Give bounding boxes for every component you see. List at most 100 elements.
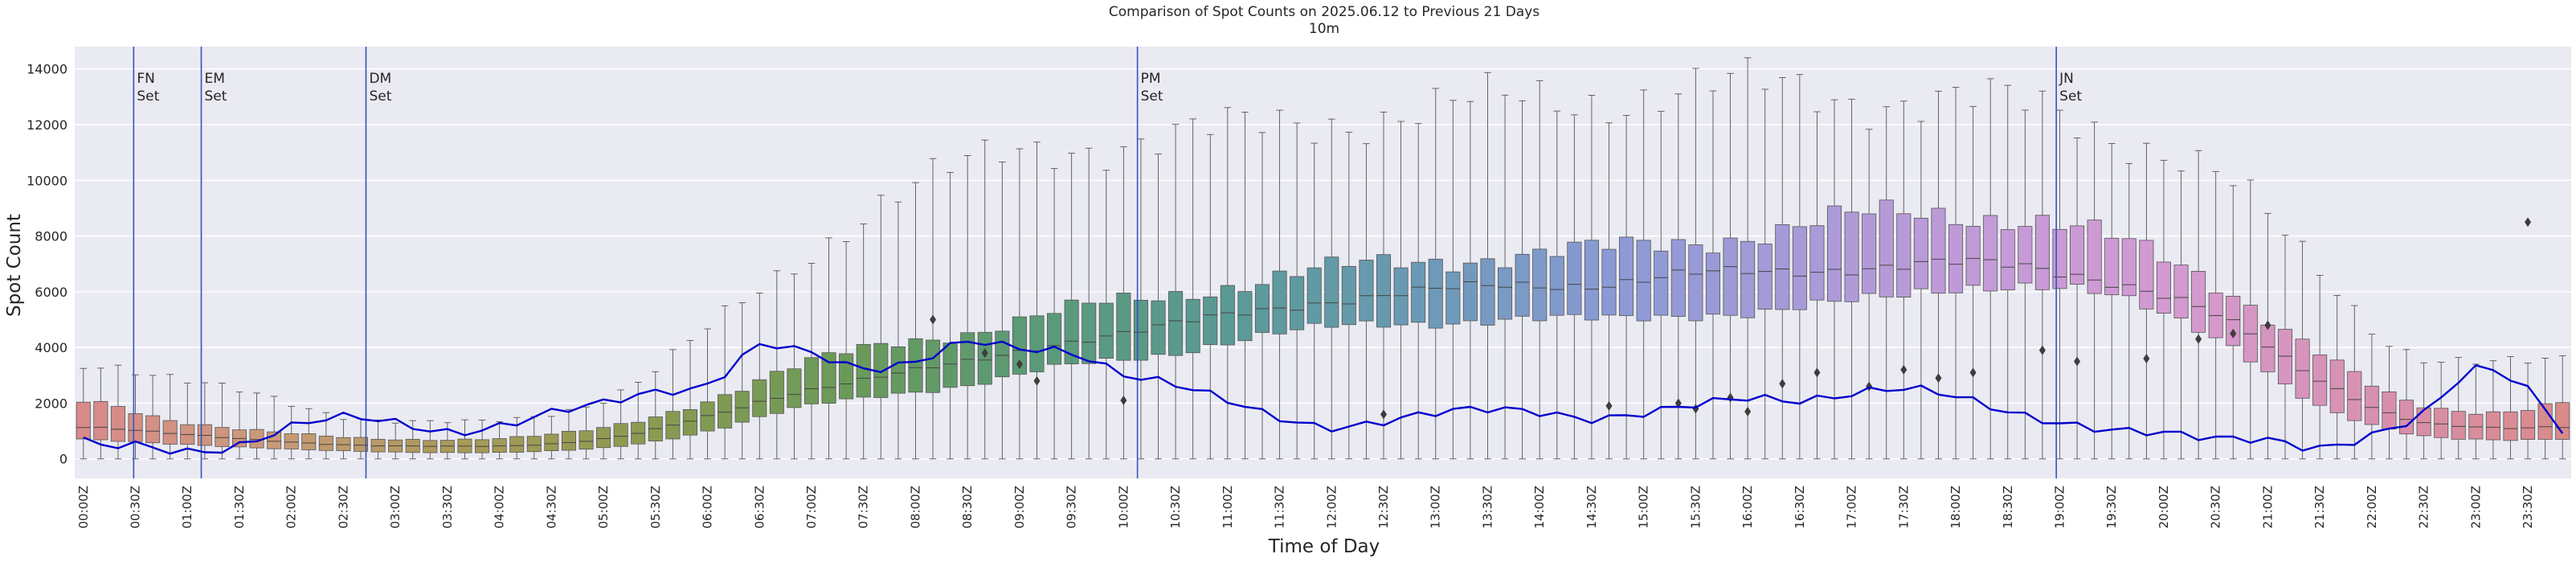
box-2 bbox=[110, 364, 125, 460]
box-74 bbox=[1359, 143, 1374, 460]
box-117 bbox=[2104, 143, 2120, 460]
box-63 bbox=[1168, 124, 1184, 460]
box-124 bbox=[2226, 185, 2241, 460]
x-tick-label: 20:00Z bbox=[2157, 486, 2171, 529]
box-49 bbox=[926, 158, 941, 460]
x-tick-label: 10:30Z bbox=[1168, 486, 1183, 529]
box-137 bbox=[2451, 357, 2466, 460]
box-body bbox=[284, 433, 299, 449]
box-104 bbox=[1879, 106, 1894, 460]
box-body bbox=[1705, 252, 1720, 315]
outlier-point bbox=[1380, 409, 1388, 420]
box-29 bbox=[579, 406, 594, 460]
x-tick-label: 06:00Z bbox=[701, 486, 715, 529]
x-tick-label: 04:30Z bbox=[544, 486, 558, 529]
box-38 bbox=[734, 302, 750, 460]
axes: 0 2000 4000 6000 8000 10000 12000 14000 00:00Z 00… bbox=[27, 62, 2535, 529]
box-69 bbox=[1272, 109, 1287, 460]
box-70 bbox=[1290, 122, 1305, 460]
grid bbox=[75, 47, 2571, 478]
box-body bbox=[908, 338, 923, 393]
box-body bbox=[318, 435, 333, 451]
box-body bbox=[734, 391, 750, 423]
box-body bbox=[1359, 260, 1374, 322]
box-36 bbox=[700, 328, 715, 460]
box-body bbox=[526, 436, 542, 453]
outlier-point bbox=[2074, 356, 2081, 367]
box-18 bbox=[388, 422, 403, 460]
box-body bbox=[1185, 298, 1200, 354]
x-tick-label: 23:30Z bbox=[2521, 486, 2535, 529]
box-body bbox=[2121, 238, 2136, 297]
x-tick-label: 11:00Z bbox=[1221, 486, 1235, 529]
box-66 bbox=[1220, 107, 1235, 460]
x-tick-label: 09:00Z bbox=[1012, 486, 1027, 529]
line-series bbox=[83, 340, 2564, 455]
box-96 bbox=[1740, 57, 1756, 460]
box-106 bbox=[1913, 121, 1928, 460]
y-tick-label: 6000 bbox=[35, 285, 67, 300]
box-71 bbox=[1306, 142, 1322, 460]
event-label: Set bbox=[2059, 88, 2082, 105]
box-40 bbox=[769, 270, 784, 460]
box-31 bbox=[613, 389, 628, 460]
box-8 bbox=[215, 382, 230, 460]
x-tick-label: 12:30Z bbox=[1376, 486, 1391, 529]
outlier-point bbox=[1016, 359, 1023, 369]
x-tick-label: 12:00Z bbox=[1324, 486, 1339, 529]
box-43 bbox=[821, 237, 836, 460]
x-tick-label: 17:30Z bbox=[1896, 486, 1911, 529]
y-axis-label: Spot Count bbox=[4, 214, 25, 317]
x-tick-label: 14:30Z bbox=[1584, 486, 1599, 529]
box-19 bbox=[405, 420, 420, 460]
box-body bbox=[1688, 244, 1703, 322]
outlier-point bbox=[981, 348, 988, 359]
outlier-point bbox=[2038, 345, 2046, 355]
box-25 bbox=[509, 416, 525, 460]
outlier-point bbox=[2143, 354, 2150, 364]
box-body bbox=[839, 353, 854, 400]
outlier-point bbox=[930, 314, 937, 325]
box-39 bbox=[752, 293, 767, 460]
box-75 bbox=[1376, 111, 1392, 460]
box-13 bbox=[301, 408, 317, 460]
box-102 bbox=[1844, 98, 1859, 460]
box-129 bbox=[2312, 275, 2328, 460]
x-tick-label: 22:30Z bbox=[2417, 486, 2431, 529]
x-tick-label: 03:30Z bbox=[440, 486, 455, 529]
box-body bbox=[2191, 271, 2206, 333]
outlier-point bbox=[1900, 364, 1907, 375]
box-97 bbox=[1757, 88, 1773, 460]
x-tick-label: 18:30Z bbox=[2001, 486, 2015, 529]
outlier-point bbox=[2230, 328, 2237, 338]
box-33 bbox=[648, 371, 663, 460]
box-body bbox=[1411, 261, 1426, 323]
box-body bbox=[977, 331, 992, 385]
box-body bbox=[2312, 355, 2328, 406]
box-138 bbox=[2468, 363, 2484, 460]
box-body bbox=[2034, 215, 2050, 290]
box-body bbox=[544, 433, 559, 452]
box-body bbox=[1757, 244, 1773, 310]
x-tick-label: 17:00Z bbox=[1845, 486, 1859, 529]
x-tick-label: 00:30Z bbox=[129, 486, 143, 529]
x-tick-label: 10:00Z bbox=[1116, 486, 1131, 529]
box-64 bbox=[1185, 118, 1200, 460]
box-body bbox=[76, 401, 91, 440]
plot-background bbox=[75, 47, 2571, 478]
box-body bbox=[1393, 267, 1409, 326]
y-tick-label: 10000 bbox=[27, 173, 67, 188]
box-140 bbox=[2503, 356, 2518, 460]
box-body bbox=[2139, 240, 2154, 310]
event-label: Set bbox=[205, 88, 227, 105]
box-body bbox=[856, 343, 871, 398]
box-1 bbox=[93, 367, 108, 460]
box-body bbox=[1584, 240, 1599, 321]
box-120 bbox=[2156, 159, 2171, 460]
box-73 bbox=[1341, 131, 1356, 460]
box-body bbox=[682, 409, 697, 436]
box-body bbox=[1445, 271, 1461, 325]
outlier-point bbox=[1969, 367, 1977, 378]
box-57 bbox=[1064, 153, 1079, 460]
